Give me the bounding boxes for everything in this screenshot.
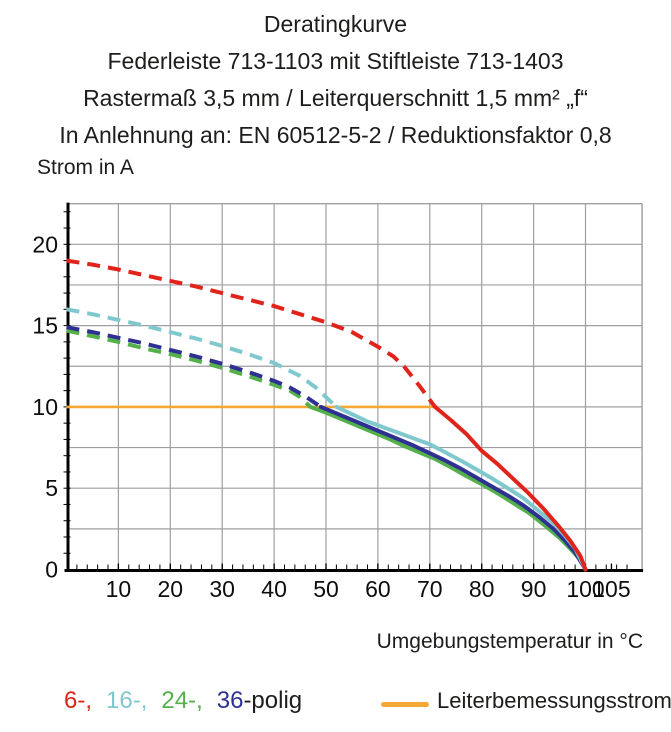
legend-item-16polig: 16-, <box>106 687 148 714</box>
legend-item-6polig: 6-, <box>64 687 93 714</box>
svg-text:80: 80 <box>469 576 495 602</box>
svg-text:50: 50 <box>313 576 339 602</box>
chart-title-block: Deratingkurve Federleiste 713-1103 mit S… <box>0 6 671 154</box>
svg-text:20: 20 <box>32 231 58 257</box>
svg-text:5: 5 <box>45 475 58 501</box>
y-axis-label: Strom in A <box>37 156 134 179</box>
x-axis-label: Umgebungstemperatur in °C <box>376 630 643 653</box>
svg-text:30: 30 <box>209 576 235 602</box>
svg-text:15: 15 <box>32 313 58 339</box>
legend-item-24polig: 24-, <box>161 687 203 714</box>
chart-subtitle-parts: Federleiste 713-1103 mit Stiftleiste 713… <box>107 48 564 74</box>
chart-subtitle-specs: Rastermaß 3,5 mm / Leiterquerschnitt 1,5… <box>83 85 588 111</box>
svg-text:10: 10 <box>32 394 58 420</box>
limit-line-label: Leiterbemessungsstrom <box>437 688 671 713</box>
svg-text:40: 40 <box>261 576 287 602</box>
svg-text:90: 90 <box>521 576 547 602</box>
chart-title: Deratingkurve <box>263 11 408 37</box>
legend-pole-counts: 6-, 16-, 24-, 36-polig <box>64 687 302 715</box>
chart-subtitle-norm: In Anlehnung an: EN 60512-5-2 / Reduktio… <box>59 122 612 148</box>
svg-text:20: 20 <box>158 576 184 602</box>
svg-text:70: 70 <box>417 576 443 602</box>
svg-text:100: 100 <box>566 576 604 602</box>
svg-text:10: 10 <box>106 576 132 602</box>
legend-suffix-polig: -polig <box>243 687 303 714</box>
svg-text:60: 60 <box>365 576 391 602</box>
svg-text:0: 0 <box>45 557 58 583</box>
legend-item-36polig: 36 <box>216 687 244 714</box>
svg-text:105: 105 <box>592 576 630 602</box>
limit-line-swatch <box>381 702 429 707</box>
